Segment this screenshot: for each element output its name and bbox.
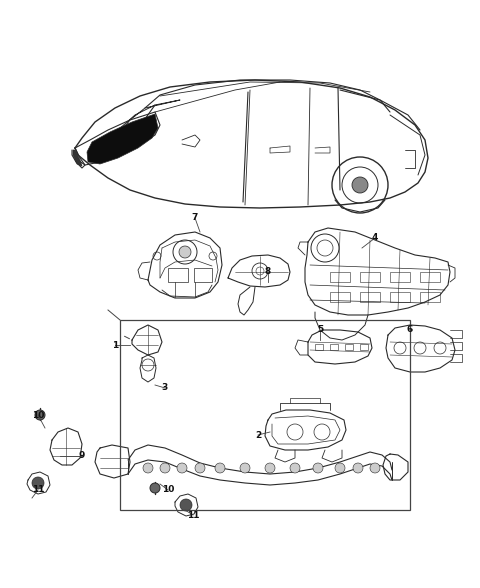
Circle shape	[150, 483, 160, 493]
Text: 5: 5	[317, 326, 323, 335]
Circle shape	[240, 463, 250, 473]
Circle shape	[35, 410, 45, 420]
Text: 3: 3	[162, 383, 168, 393]
Circle shape	[335, 463, 345, 473]
Bar	[330, 272, 350, 282]
Text: 11: 11	[32, 486, 44, 495]
Bar	[420, 272, 440, 282]
Bar	[330, 292, 350, 302]
Bar	[315, 344, 323, 350]
Circle shape	[215, 463, 225, 473]
Text: 10: 10	[32, 410, 44, 419]
Polygon shape	[87, 114, 158, 164]
Bar	[194, 268, 212, 282]
Bar	[345, 344, 353, 350]
Text: 7: 7	[192, 213, 198, 222]
Circle shape	[313, 463, 323, 473]
Bar	[360, 344, 368, 350]
Text: 4: 4	[372, 233, 378, 242]
Bar	[390, 292, 410, 302]
Text: 1: 1	[112, 340, 118, 349]
Bar	[390, 272, 410, 282]
Circle shape	[160, 463, 170, 473]
Text: 10: 10	[162, 486, 174, 495]
Text: 11: 11	[187, 510, 199, 520]
Bar	[420, 292, 440, 302]
Circle shape	[290, 463, 300, 473]
Circle shape	[195, 463, 205, 473]
Text: 2: 2	[255, 430, 261, 439]
Bar	[330, 344, 338, 350]
Circle shape	[352, 177, 368, 193]
Circle shape	[143, 463, 153, 473]
Bar	[360, 292, 380, 302]
Circle shape	[180, 499, 192, 511]
Circle shape	[32, 477, 44, 489]
Text: 6: 6	[407, 326, 413, 335]
Circle shape	[353, 463, 363, 473]
Text: 8: 8	[265, 268, 271, 276]
Text: 9: 9	[79, 452, 85, 460]
Polygon shape	[73, 150, 82, 166]
Bar	[168, 268, 188, 282]
Bar	[360, 272, 380, 282]
Circle shape	[179, 246, 191, 258]
Circle shape	[177, 463, 187, 473]
Bar	[120, 320, 410, 510]
Circle shape	[370, 463, 380, 473]
Circle shape	[265, 463, 275, 473]
